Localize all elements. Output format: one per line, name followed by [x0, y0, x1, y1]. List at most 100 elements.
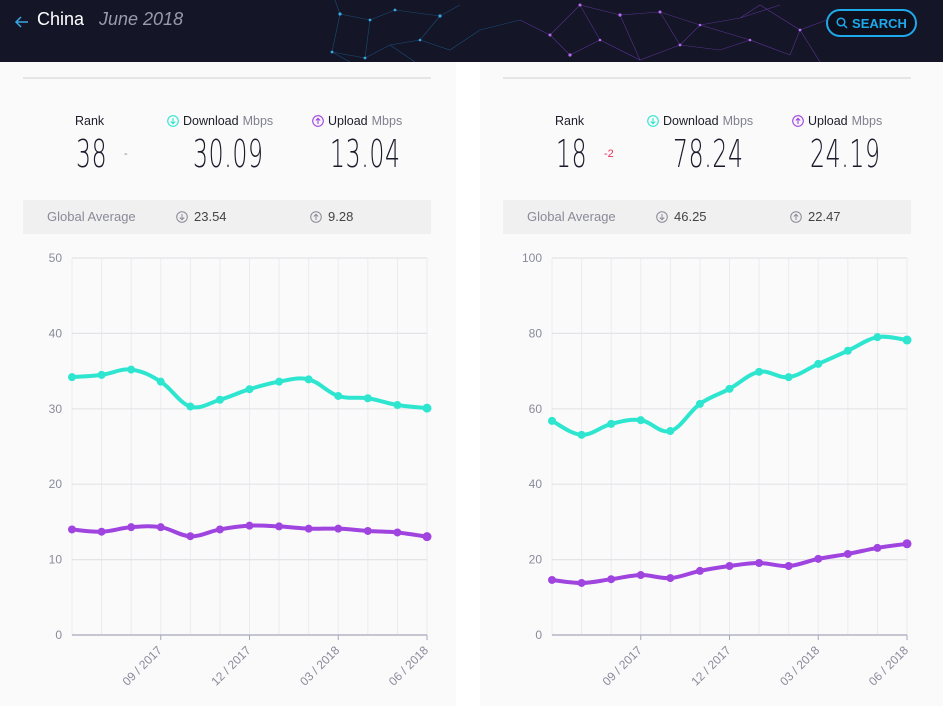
download-point	[127, 365, 136, 374]
upload-point	[127, 523, 136, 532]
divider	[503, 77, 911, 79]
download-point	[607, 419, 616, 428]
back-button[interactable]	[14, 10, 30, 35]
x-tick-label: 09 / 2017	[120, 643, 166, 689]
upload-point	[393, 528, 402, 537]
upload-point	[186, 532, 195, 541]
download-point	[577, 430, 586, 439]
x-tick-label: 09 / 2017	[600, 643, 646, 689]
upload-point	[577, 578, 586, 587]
download-label: Download Mbps	[647, 114, 753, 128]
upload-point	[636, 571, 645, 580]
upload-icon	[310, 210, 322, 223]
x-tick-label: 06 / 2018	[866, 643, 912, 689]
upload-icon	[312, 115, 324, 127]
x-tick-label: 03 / 2018	[297, 643, 343, 689]
y-tick-label: 0	[535, 628, 542, 642]
upload-point	[607, 575, 616, 584]
search-icon	[836, 17, 848, 29]
upload-point	[68, 525, 76, 534]
vertical-gridlines	[71, 258, 428, 635]
upload-point	[666, 574, 675, 583]
x-tick-label: 03 / 2018	[777, 643, 823, 689]
download-point	[548, 416, 556, 425]
upload-point	[422, 532, 432, 542]
download-point	[186, 402, 195, 411]
panel-mobile: Rank 38 - Download Mbps 30.09 Upload Mbps …	[0, 62, 456, 706]
upload-point	[275, 522, 284, 531]
download-point	[902, 335, 912, 345]
download-point	[814, 359, 823, 368]
download-label: Download Mbps	[167, 114, 273, 128]
upload-point	[902, 539, 912, 549]
global-download: 46.25	[656, 209, 707, 224]
download-icon	[176, 210, 188, 223]
search-button[interactable]: SEARCH	[826, 9, 917, 37]
x-tick-label: 06 / 2018	[386, 643, 432, 689]
download-point	[245, 385, 254, 394]
download-point	[393, 401, 402, 410]
network-background-graphic	[330, 0, 841, 62]
search-label: SEARCH	[852, 15, 907, 31]
global-upload: 9.28	[310, 209, 353, 224]
upload-point	[548, 575, 556, 584]
download-point	[666, 427, 675, 436]
global-average-label: Global Average	[527, 209, 616, 224]
download-point	[156, 377, 165, 386]
y-tick-label: 30	[49, 402, 63, 416]
download-icon	[167, 115, 179, 127]
download-point	[725, 384, 734, 393]
download-icon	[656, 210, 668, 223]
y-tick-label: 100	[522, 251, 542, 265]
y-tick-label: 40	[49, 326, 63, 340]
upload-point	[215, 525, 224, 534]
download-point	[68, 373, 76, 382]
download-value: 30.09	[193, 132, 264, 176]
upload-value: 13.04	[330, 132, 401, 176]
download-point	[636, 416, 645, 425]
upload-point	[245, 521, 254, 530]
upload-point	[843, 549, 852, 558]
global-average-label: Global Average	[47, 209, 136, 224]
x-tick-label: 12 / 2017	[208, 643, 254, 689]
x-tick-label: 12 / 2017	[688, 643, 734, 689]
y-tick-label: 0	[55, 628, 62, 642]
upload-label: Upload Mbps	[792, 114, 882, 128]
y-tick-label: 50	[49, 251, 63, 265]
upload-point	[695, 566, 704, 575]
upload-point	[784, 562, 793, 571]
download-point	[784, 373, 793, 382]
download-value: 78.24	[673, 132, 744, 176]
download-point	[275, 377, 284, 386]
download-point	[422, 403, 432, 413]
header: China June 2018 SEARCH	[0, 0, 943, 62]
arrow-left-icon	[14, 16, 28, 28]
upload-point	[156, 523, 165, 532]
series-upload	[548, 539, 912, 587]
y-tick-label: 60	[529, 402, 543, 416]
y-tick-label: 40	[529, 477, 543, 491]
download-point	[334, 391, 343, 400]
series-download	[68, 365, 432, 413]
download-point	[695, 399, 704, 408]
download-point	[873, 333, 882, 342]
y-tick-label: 20	[49, 477, 63, 491]
upload-value: 24.19	[810, 132, 881, 176]
upload-point	[334, 524, 343, 533]
rank-value: 38	[76, 132, 108, 176]
upload-point	[97, 527, 106, 536]
global-upload: 22.47	[790, 209, 841, 224]
download-point	[755, 367, 764, 376]
country-title: China	[37, 9, 85, 29]
download-point	[843, 346, 852, 355]
rank-change: -	[124, 148, 128, 160]
global-average-bar: Global Average 23.54 9.28	[23, 200, 431, 234]
speed-chart-mobile: 0 10 20 30 40 50 09 / 2017 12 / 2017 03 / 2018 06…	[49, 251, 432, 689]
rank-value: 18	[556, 132, 588, 176]
global-average-bar: Global Average 46.25 22.47	[503, 200, 911, 234]
upload-point	[814, 554, 823, 563]
vertical-gridlines	[551, 258, 908, 635]
download-point	[363, 394, 372, 403]
panel-fixed: Rank 18 -2 Download Mbps 78.24 Upload Mbps…	[480, 62, 943, 706]
download-point	[215, 395, 224, 404]
